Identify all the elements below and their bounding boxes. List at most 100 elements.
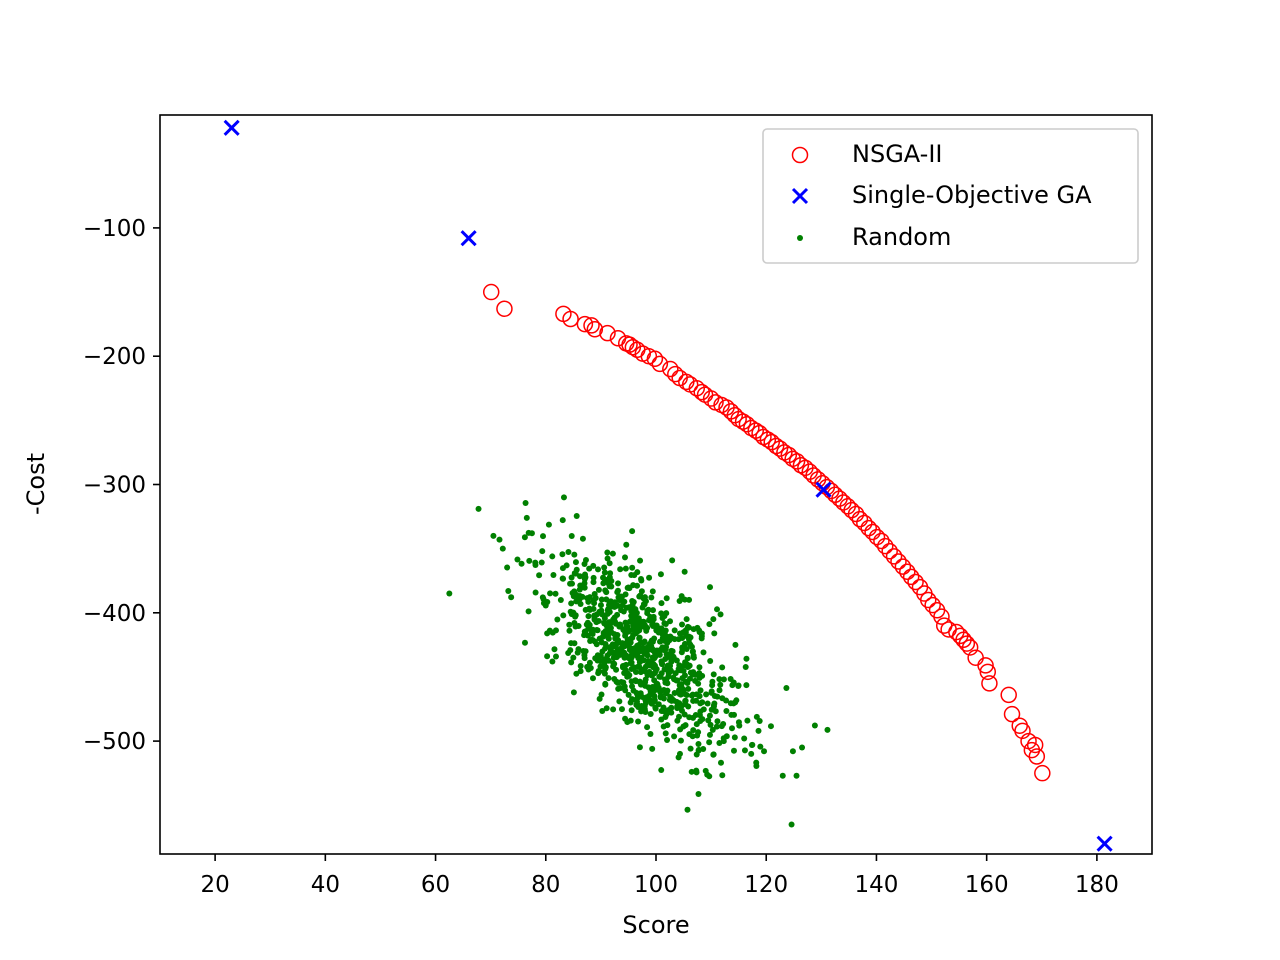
random-point <box>595 566 602 573</box>
random-point <box>608 583 615 590</box>
random-point <box>716 687 723 694</box>
random-point <box>657 688 664 695</box>
random-point <box>518 560 525 567</box>
random-point <box>723 733 730 740</box>
random-point <box>571 551 578 558</box>
random-point <box>540 596 547 603</box>
random-point <box>684 655 691 662</box>
random-point <box>700 649 707 656</box>
nsga-ii-point <box>759 431 777 448</box>
random-point <box>634 652 641 659</box>
random-point <box>652 686 659 693</box>
nsga-ii-point <box>743 419 760 437</box>
random-point <box>710 671 717 678</box>
random-point <box>605 675 612 682</box>
random-point <box>659 630 666 637</box>
random-point <box>761 748 768 755</box>
nsga-ii-point <box>899 563 916 580</box>
random-point <box>720 676 727 683</box>
random-point <box>639 604 646 611</box>
random-point <box>730 747 737 754</box>
random-point <box>585 665 592 672</box>
random-point <box>727 675 734 682</box>
random-point <box>633 689 640 696</box>
random-point <box>717 681 724 688</box>
random-point <box>601 564 608 571</box>
random-point <box>526 557 533 564</box>
random-point <box>629 696 636 703</box>
x-tick-label: 140 <box>854 872 898 898</box>
random-point <box>647 710 654 717</box>
random-point <box>621 683 628 690</box>
nsga-ii-point <box>784 450 801 468</box>
random-point <box>695 741 702 748</box>
y-tick-label: −200 <box>83 344 146 370</box>
random-point <box>577 582 584 589</box>
random-point <box>644 662 651 669</box>
random-point <box>672 670 679 677</box>
random-point <box>675 754 682 761</box>
random-point <box>528 530 535 537</box>
random-point <box>695 729 702 736</box>
random-point <box>662 656 669 663</box>
nsga-ii-point <box>933 608 950 625</box>
random-point <box>651 693 658 700</box>
random-point <box>629 649 636 656</box>
random-point <box>717 611 724 618</box>
random-point <box>581 632 588 639</box>
x-tick-label: 180 <box>1075 872 1119 898</box>
random-point <box>644 647 651 654</box>
random-point <box>677 737 684 744</box>
random-point <box>646 641 653 648</box>
nsga-ii-point <box>856 514 873 532</box>
random-point <box>605 657 612 664</box>
random-point <box>689 648 696 655</box>
random-point <box>664 639 671 646</box>
random-point <box>615 639 622 646</box>
random-point <box>732 641 739 648</box>
random-point <box>623 622 630 629</box>
random-point <box>708 689 715 696</box>
random-point <box>602 645 609 652</box>
x-tick-label: 20 <box>200 872 229 898</box>
random-point <box>581 575 588 582</box>
random-point <box>597 663 604 670</box>
random-point <box>680 667 687 674</box>
random-point <box>757 743 764 750</box>
random-point <box>635 663 642 670</box>
single-objective-ga-point <box>223 119 240 136</box>
random-point <box>693 751 700 758</box>
random-point <box>668 695 675 702</box>
random-point <box>629 528 636 535</box>
random-point <box>547 590 554 597</box>
random-point <box>618 706 625 713</box>
random-point <box>598 596 605 603</box>
random-point <box>714 606 721 613</box>
nsga-ii-point <box>792 457 810 474</box>
random-point <box>661 613 668 620</box>
random-point <box>668 647 675 654</box>
random-point <box>610 616 617 623</box>
random-point <box>695 680 702 687</box>
random-point <box>743 655 750 662</box>
random-point <box>793 772 800 779</box>
random-point <box>640 640 647 647</box>
random-point <box>597 602 604 609</box>
random-point <box>767 723 774 730</box>
nsga-ii-point <box>562 310 579 328</box>
random-point <box>550 571 557 578</box>
random-point <box>521 534 528 541</box>
nsga-ii-point <box>890 553 907 570</box>
random-point <box>668 668 675 675</box>
random-point <box>697 687 704 694</box>
random-point <box>554 616 561 623</box>
nsga-ii-point <box>780 446 798 464</box>
random-point <box>583 621 590 628</box>
random-point <box>641 703 648 710</box>
random-point <box>706 731 713 738</box>
nsga-ii-point <box>1000 686 1017 704</box>
random-point <box>610 706 617 713</box>
random-point <box>676 598 683 605</box>
random-point <box>731 734 738 741</box>
random-point <box>733 697 740 704</box>
